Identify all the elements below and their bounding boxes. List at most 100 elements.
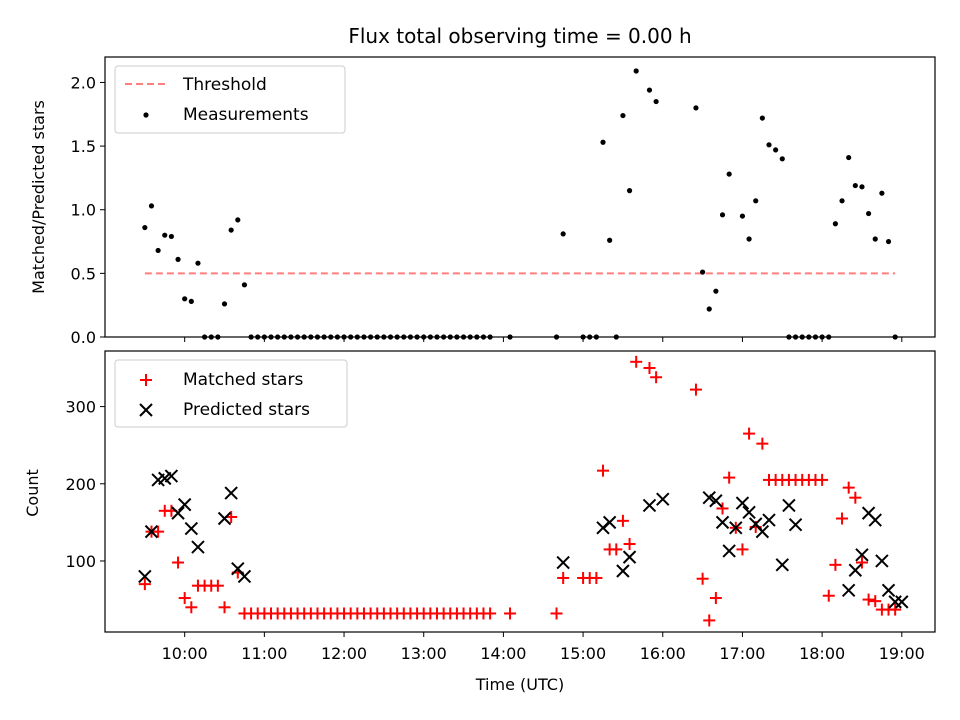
matched-star-point — [869, 595, 882, 608]
measurements-legend-label: Measurements — [183, 105, 309, 125]
count-legend: Matched stars Predicted stars — [114, 359, 348, 428]
predicted-star-point — [224, 486, 238, 500]
matched-star-point — [716, 502, 729, 515]
matched-star-point — [590, 571, 603, 584]
matched-star-point — [610, 543, 623, 556]
ratio-y-tick-label: 1.5 — [71, 137, 96, 156]
measurement-point — [753, 198, 759, 204]
measurement-point — [142, 224, 148, 231]
predicted-star-point — [177, 497, 192, 512]
predicted-star-point — [881, 583, 896, 598]
count-y-tick-label: 100 — [65, 552, 96, 571]
matched-star-point — [816, 473, 829, 486]
predicted-star-point — [709, 494, 723, 508]
matched-star-point — [172, 556, 185, 569]
top-chart-title: Flux total observing time = 0.00 h — [348, 24, 691, 48]
measurement-point — [779, 156, 785, 162]
measurement-point — [560, 231, 566, 237]
matched-star-point — [138, 578, 151, 591]
measurement-point — [872, 236, 878, 242]
x-tick-label: 13:00 — [401, 644, 447, 663]
measurement-point — [168, 233, 174, 240]
matched-star-point — [550, 607, 563, 620]
measurement-point — [885, 238, 892, 245]
matched-star-point — [836, 512, 849, 525]
measurement-point — [852, 182, 858, 189]
measurement-point — [719, 212, 726, 218]
measurement-point — [759, 115, 765, 121]
measurement-point — [653, 98, 659, 105]
measurement-point — [235, 217, 241, 223]
matched-star-point — [855, 556, 868, 569]
measurement-point — [846, 154, 852, 161]
ratio-legend: Threshold Measurements — [114, 65, 346, 134]
matched-star-point — [822, 589, 835, 602]
measurement-point — [766, 142, 772, 148]
matched-star-point — [889, 603, 902, 616]
measurement-point — [646, 87, 653, 93]
matched-star-point — [557, 571, 570, 584]
predicted-star-point — [742, 505, 756, 520]
measurement-point — [188, 298, 194, 304]
matched-star-point — [829, 558, 842, 571]
matched-star-point — [723, 471, 736, 484]
predicted-star-point — [848, 563, 863, 577]
ratio-y-tick-label: 2.0 — [71, 73, 96, 92]
measurement-point — [607, 237, 613, 243]
x-tick-label: 10:00 — [162, 644, 208, 663]
matched-star-point — [218, 601, 231, 614]
predicted-star-point — [895, 595, 909, 609]
matched-star-point — [703, 614, 716, 627]
measurement-point — [182, 296, 188, 302]
predicted-star-point — [702, 490, 716, 505]
matched-star-point — [484, 607, 497, 620]
predicted-star-point — [217, 511, 232, 526]
measurement-point — [839, 198, 845, 204]
matched-star-point — [630, 355, 643, 368]
predicted-legend-label: Predicted stars — [183, 400, 310, 420]
matched-star-point — [185, 601, 198, 614]
predicted-star-point — [144, 524, 159, 539]
x-axis-label: Time (UTC) — [475, 675, 564, 694]
matched-star-point — [862, 593, 875, 606]
ratio-y-tick-label: 0.0 — [71, 328, 96, 347]
measurement-point — [700, 269, 706, 275]
x-tick-label: 12:00 — [321, 644, 367, 663]
matched-star-point — [650, 371, 663, 384]
predicted-star-point — [722, 544, 736, 558]
matched-star-point — [643, 361, 656, 374]
matched-star-point — [623, 537, 636, 550]
measurement-point — [726, 171, 732, 177]
x-tick-label: 18:00 — [799, 644, 845, 663]
predicted-star-point — [237, 569, 252, 584]
count-legend-box — [114, 359, 348, 428]
predicted-star-point — [191, 540, 205, 554]
measurement-point — [155, 247, 161, 254]
matched-star-point — [211, 579, 224, 592]
ratio-plot-frame — [104, 56, 936, 338]
measurement-point — [620, 112, 626, 119]
predicted-legend-swatch — [139, 403, 153, 417]
predicted-star-point — [171, 506, 185, 520]
count-panel: 100 200 300 10:00 11:00 12:00 13:00 14:00 15:00… — [23, 350, 936, 694]
measurement-point — [706, 306, 712, 312]
threshold-legend-label: Threshold — [182, 75, 267, 95]
measurement-point — [626, 188, 633, 194]
x-tick-label: 16:00 — [640, 644, 686, 663]
predicted-star-point — [875, 554, 889, 568]
predicted-star-point — [788, 517, 803, 532]
measurements-legend-swatch — [143, 112, 149, 118]
ratio-y-axis-label: Matched/Predicted stars — [29, 100, 48, 294]
measurement-point — [241, 282, 248, 288]
measurement-point — [633, 68, 639, 74]
predicted-star-point — [616, 564, 630, 578]
ratio-legend-box — [114, 65, 346, 134]
x-tick-label: 11:00 — [241, 644, 287, 663]
ratio-y-tick-label: 0.5 — [71, 264, 96, 283]
measurement-point — [221, 301, 228, 307]
matched-star-point — [842, 481, 855, 494]
x-tick-label: 17:00 — [719, 644, 765, 663]
predicted-star-point — [622, 550, 637, 564]
matched-star-point — [597, 464, 609, 477]
